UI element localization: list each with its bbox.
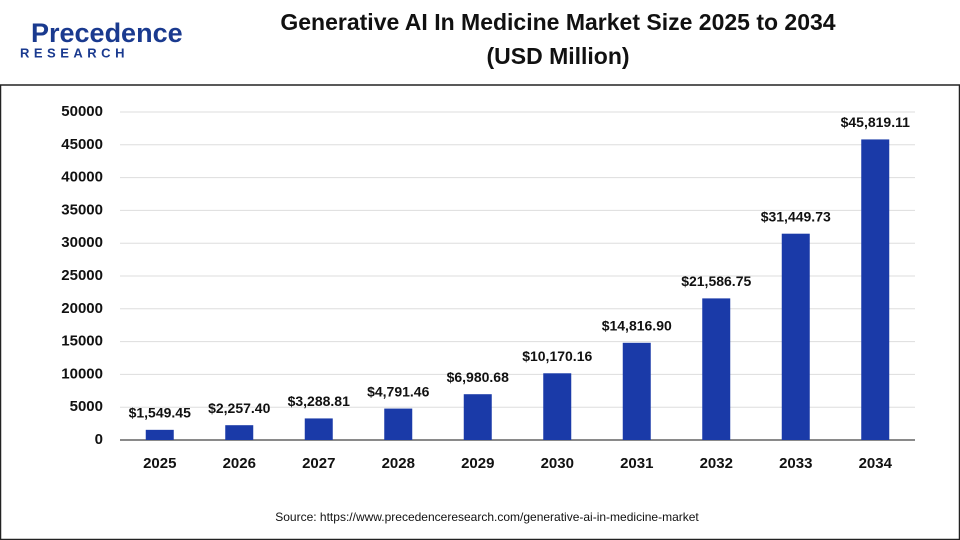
x-tick-label: 2030 <box>541 455 574 472</box>
y-tick-label: 30000 <box>61 234 103 251</box>
value-label: $21,586.75 <box>681 273 751 289</box>
bar <box>861 139 890 440</box>
bar <box>225 425 254 440</box>
chart-title: Generative AI In Medicine Market Size 20… <box>280 9 835 35</box>
x-tick-label: 2029 <box>461 455 494 472</box>
y-tick-label: 40000 <box>61 169 103 186</box>
bar <box>304 418 333 440</box>
y-tick-label: 20000 <box>61 300 103 317</box>
x-tick-label: 2033 <box>779 455 812 472</box>
x-tick-label: 2026 <box>223 455 256 472</box>
y-tick-label: 35000 <box>61 201 103 218</box>
value-label: $45,819.11 <box>841 114 911 130</box>
bar <box>702 298 731 440</box>
y-tick-label: 10000 <box>61 365 103 382</box>
bar <box>781 233 810 440</box>
value-label: $2,257.40 <box>208 400 270 416</box>
value-label: $31,449.73 <box>761 208 831 224</box>
bar <box>543 373 572 440</box>
logo-tagline: RESEARCH <box>20 45 129 60</box>
x-tick-label: 2032 <box>700 455 733 472</box>
bar <box>384 408 413 440</box>
chart-subtitle: (USD Million) <box>486 43 629 69</box>
x-tick-label: 2031 <box>620 455 653 472</box>
logo-name: Precedence <box>31 18 183 48</box>
y-tick-label: 5000 <box>70 398 103 415</box>
y-tick-label: 45000 <box>61 136 103 153</box>
y-tick-label: 50000 <box>61 103 103 120</box>
value-label: $3,288.81 <box>288 393 350 409</box>
y-tick-label: 25000 <box>61 267 103 284</box>
value-label: $14,816.90 <box>602 318 672 334</box>
bar <box>463 394 492 440</box>
x-tick-label: 2034 <box>859 455 893 472</box>
x-tick-label: 2028 <box>382 455 415 472</box>
value-label: $6,980.68 <box>447 369 509 385</box>
value-label: $10,170.16 <box>522 348 592 364</box>
x-tick-label: 2025 <box>143 455 176 472</box>
y-tick-label: 0 <box>95 431 103 448</box>
source: Source: https://www.precedenceresearch.c… <box>275 510 699 524</box>
bar <box>622 342 651 440</box>
y-tick-label: 15000 <box>61 333 103 350</box>
value-label: $4,791.46 <box>367 383 429 399</box>
x-tick-label: 2027 <box>302 455 335 472</box>
bar <box>145 429 174 440</box>
value-label: $1,549.45 <box>129 405 191 421</box>
